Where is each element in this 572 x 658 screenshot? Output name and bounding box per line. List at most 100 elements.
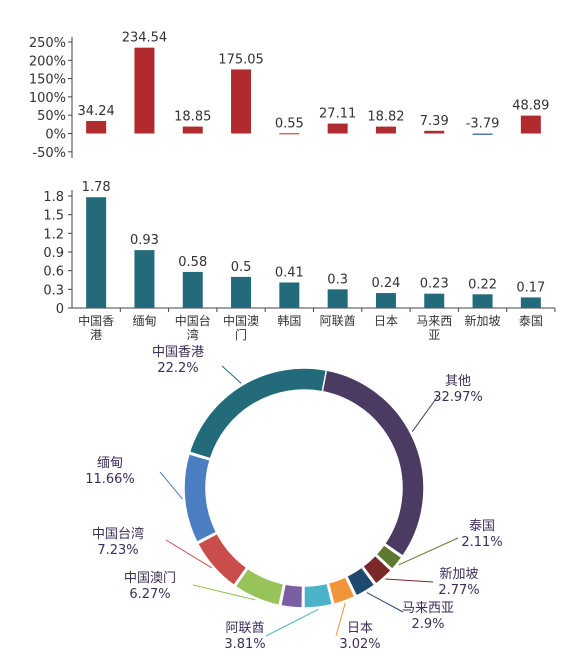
slice-label: 缅甸 [97, 456, 123, 471]
x-tick-label: 亚 [428, 328, 440, 342]
data-label: 0.58 [178, 255, 207, 270]
bar [86, 120, 107, 134]
slice-percent: 3.02% [339, 637, 380, 652]
donut-slice [188, 367, 328, 460]
bar [520, 115, 541, 134]
y-tick-label: 1.2 [43, 227, 64, 242]
slice-percent: 3.81% [224, 637, 265, 652]
bar [134, 250, 155, 308]
bar [472, 294, 493, 308]
slice-percent: 32.97% [433, 390, 483, 405]
slice-percent: 7.23% [97, 543, 138, 558]
y-tick-label: 1.5 [43, 209, 64, 224]
x-tick-label: 泰国 [519, 314, 543, 328]
slice-label: 新加坡 [439, 566, 478, 582]
x-tick-label: 缅甸 [132, 314, 156, 328]
bar [86, 197, 107, 308]
data-label: 18.85 [174, 110, 211, 125]
bar [424, 130, 445, 134]
data-label: 18.82 [367, 110, 404, 125]
donut-slice [327, 575, 356, 606]
data-label: 48.89 [512, 99, 549, 114]
data-label: 234.54 [122, 31, 168, 46]
leader-line [335, 602, 346, 637]
slice-percent: 2.9% [411, 617, 444, 632]
bar [182, 271, 203, 308]
leader-line [192, 584, 256, 601]
donut-slice [279, 583, 304, 609]
data-label: 0.23 [420, 277, 449, 292]
y-tick-label: 0.9 [43, 246, 64, 261]
leader-line [265, 608, 319, 637]
data-label: 0.93 [130, 233, 159, 248]
x-tick-label: 新加坡 [465, 313, 501, 328]
data-label: 175.05 [218, 52, 264, 67]
slice-label: 其他 [445, 374, 471, 389]
data-label: 27.11 [319, 107, 356, 122]
x-tick-label: 中国台 [175, 313, 211, 328]
donut-slice [234, 567, 285, 607]
x-tick-label: 港 [90, 328, 102, 342]
data-label: -3.79 [466, 117, 500, 132]
data-label: 0.3 [327, 272, 348, 287]
leader-line [221, 365, 242, 384]
data-label: 0.22 [468, 277, 497, 292]
x-tick-label: 韩国 [277, 313, 301, 328]
bar [231, 69, 252, 134]
slice-label: 中国香港 [152, 345, 204, 360]
data-label: 7.39 [420, 114, 449, 129]
data-label: 0.41 [275, 265, 304, 280]
data-label: 0.5 [231, 260, 252, 275]
leader-line [159, 471, 183, 500]
leader-line [165, 539, 213, 569]
x-tick-label: 门 [235, 327, 247, 342]
bar [182, 126, 203, 134]
y-tick-label: 0% [45, 128, 66, 143]
slice-label: 马来西亚 [402, 601, 454, 616]
x-tick-label: 阿联酋 [320, 313, 356, 328]
y-tick-label: 0 [56, 302, 64, 317]
donut-slice [361, 554, 393, 586]
slice-percent: 2.77% [438, 583, 479, 598]
y-tick-label: 1.8 [43, 190, 64, 205]
y-tick-label: 50% [37, 109, 66, 124]
bar [134, 47, 155, 134]
leader-line [385, 578, 434, 583]
y-tick-label: 0.3 [43, 283, 64, 298]
donut-slice [196, 532, 248, 587]
x-tick-label: 日本 [374, 314, 398, 328]
bar [279, 282, 300, 308]
x-tick-label: 马来西 [416, 314, 452, 328]
data-label: 0.17 [516, 280, 545, 295]
y-tick-label: 250% [29, 36, 66, 51]
slice-percent: 22.2% [157, 361, 198, 376]
slice-label: 中国台湾 [92, 526, 144, 542]
data-label: 0.24 [371, 276, 400, 291]
slice-percent: 11.66% [85, 472, 135, 487]
y-tick-label: 100% [29, 91, 66, 106]
donut-slice [183, 452, 218, 544]
y-tick-label: 0.6 [43, 265, 64, 280]
bar [327, 123, 348, 134]
leader-line [366, 592, 404, 613]
y-tick-label: -50% [32, 146, 66, 161]
bar [375, 293, 396, 308]
slice-percent: 6.27% [129, 587, 170, 602]
data-label: 0.55 [275, 116, 304, 131]
leader-line [398, 537, 459, 566]
bar [472, 133, 493, 135]
slice-percent: 2.11% [461, 535, 502, 550]
amount-bar-chart: 1.8 1.5 1.2 0.9 0.6 0.3 0 1.78 中国香港 0.93 缅甸 0.58 中国台… [43, 180, 556, 342]
bar [231, 276, 252, 308]
donut-slice [303, 367, 425, 558]
x-tick-label: 中国香 [78, 313, 114, 328]
y-tick-label: 150% [29, 73, 66, 88]
bar [327, 289, 348, 308]
slice-label: 中国澳门 [124, 570, 176, 586]
bar [520, 297, 541, 308]
data-label: 1.78 [82, 180, 111, 195]
donut-slice [345, 566, 376, 597]
bar [279, 133, 300, 135]
